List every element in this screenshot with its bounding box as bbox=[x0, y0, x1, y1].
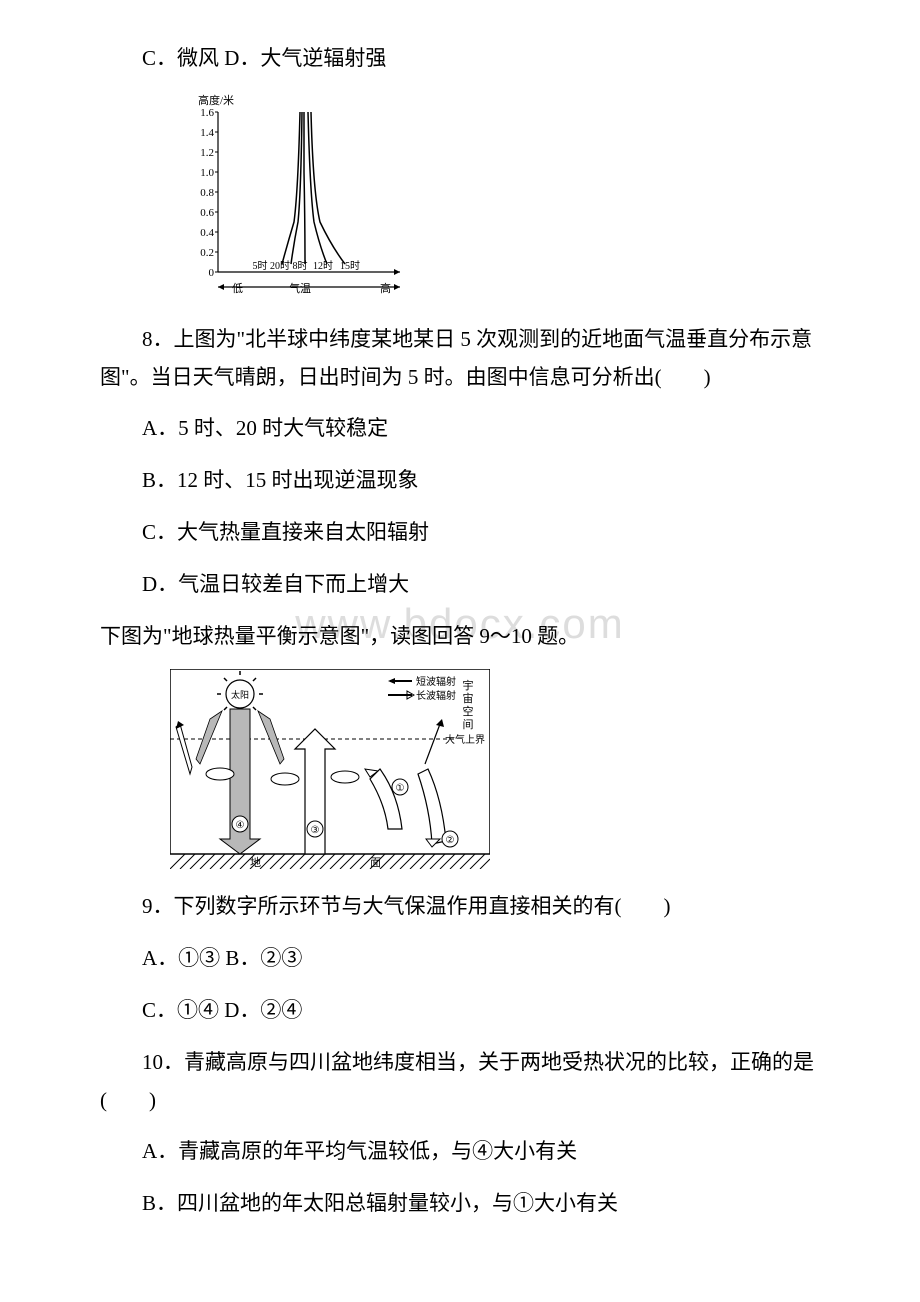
svg-text:地: 地 bbox=[250, 856, 261, 869]
q10-stem: 10．青藏高原与四川盆地纬度相当，关于两地受热状况的比较，正确的是( ) bbox=[100, 1044, 820, 1120]
svg-text:高: 高 bbox=[380, 281, 391, 295]
svg-text:1.6: 1.6 bbox=[200, 107, 214, 119]
q9-options-ab: A．①③ B．②③ bbox=[100, 940, 820, 978]
svg-text:宙: 宙 bbox=[463, 691, 474, 705]
svg-text:①: ① bbox=[396, 783, 405, 794]
svg-text:1.4: 1.4 bbox=[200, 127, 214, 139]
svg-text:12时: 12时 bbox=[313, 260, 333, 272]
svg-text:气温: 气温 bbox=[289, 281, 311, 295]
q9-stem: 9．下列数字所示环节与大气保温作用直接相关的有( ) bbox=[100, 888, 820, 926]
svg-text:1.0: 1.0 bbox=[200, 167, 214, 179]
temperature-chart: 高度/米 0 0.2 0.4 0.6 0.8 1.0 1.2 1.4 1.6 bbox=[170, 92, 820, 307]
svg-text:空: 空 bbox=[463, 704, 474, 718]
svg-text:低: 低 bbox=[232, 282, 243, 295]
q10-option-b: B．四川盆地的年太阳总辐射量较小，与①大小有关 bbox=[100, 1185, 820, 1223]
svg-text:大气上界: 大气上界 bbox=[445, 733, 485, 746]
q8-option-b: B．12 时、15 时出现逆温现象 bbox=[100, 462, 820, 500]
svg-text:0: 0 bbox=[209, 267, 215, 279]
svg-text:0.4: 0.4 bbox=[200, 227, 214, 239]
svg-text:②: ② bbox=[446, 835, 455, 846]
temp-chart-svg: 高度/米 0 0.2 0.4 0.6 0.8 1.0 1.2 1.4 1.6 bbox=[170, 92, 430, 302]
svg-text:0.6: 0.6 bbox=[200, 207, 214, 219]
svg-text:宇: 宇 bbox=[463, 679, 474, 692]
svg-text:5时: 5时 bbox=[253, 260, 268, 272]
context-9-10: 下图为"地球热量平衡示意图"，读图回答 9～10 题。 bbox=[100, 618, 820, 656]
svg-text:15时: 15时 bbox=[340, 260, 360, 272]
svg-text:面: 面 bbox=[370, 857, 381, 869]
svg-text:0.8: 0.8 bbox=[200, 187, 214, 199]
svg-text:20时: 20时 bbox=[270, 260, 290, 272]
heat-balance-chart: 宇 宙 空 间 大气上界 短波辐射 长波辐射 bbox=[170, 669, 820, 874]
svg-text:长波辐射: 长波辐射 bbox=[416, 689, 456, 702]
svg-text:太阳: 太阳 bbox=[231, 689, 249, 700]
y-axis-label: 高度/米 bbox=[198, 93, 234, 107]
q8-stem: 8．上图为"北半球中纬度某地某日 5 次观测到的近地面气温垂直分布示意图"。当日… bbox=[100, 321, 820, 397]
svg-text:8时: 8时 bbox=[293, 260, 308, 272]
q8-option-a: A．5 时、20 时大气较稳定 bbox=[100, 410, 820, 448]
svg-text:③: ③ bbox=[311, 825, 320, 836]
svg-text:短波辐射: 短波辐射 bbox=[416, 675, 456, 688]
q9-options-cd: C．①④ D．②④ bbox=[100, 992, 820, 1030]
svg-text:间: 间 bbox=[463, 718, 474, 731]
svg-text:④: ④ bbox=[236, 820, 245, 831]
svg-text:0.2: 0.2 bbox=[200, 247, 214, 259]
q8-option-c: C．大气热量直接来自太阳辐射 bbox=[100, 514, 820, 552]
q7-options-cd: C．微风 D．大气逆辐射强 bbox=[100, 40, 820, 78]
q10-option-a: A．青藏高原的年平均气温较低，与④大小有关 bbox=[100, 1133, 820, 1171]
svg-text:1.2: 1.2 bbox=[200, 147, 214, 159]
heat-chart-svg: 宇 宙 空 间 大气上界 短波辐射 长波辐射 bbox=[170, 669, 490, 869]
q8-option-d: D．气温日较差自下而上增大 bbox=[100, 566, 820, 604]
